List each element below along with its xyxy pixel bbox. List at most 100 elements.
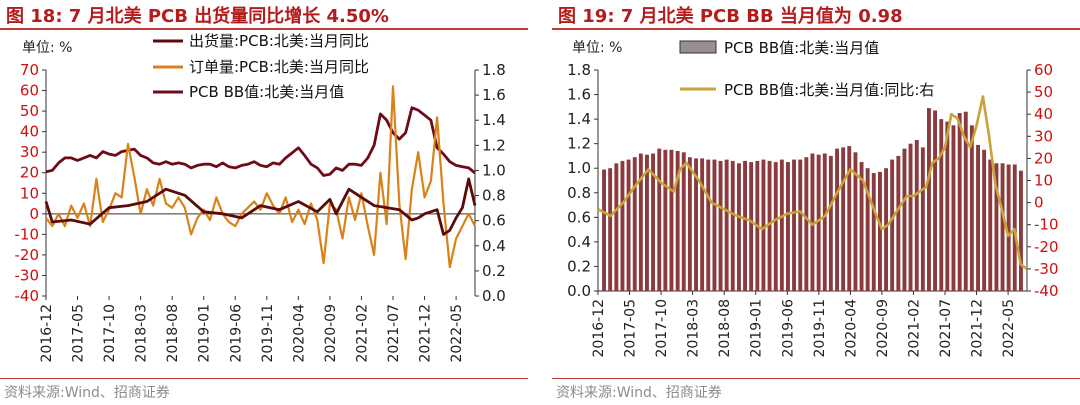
bar xyxy=(792,159,796,291)
y-right-tick-label: -10 xyxy=(1034,216,1059,234)
y-left-tick-label: -30 xyxy=(15,266,40,284)
y-right-tick-label: 0.2 xyxy=(482,262,506,280)
bar xyxy=(982,149,987,291)
bar xyxy=(920,147,925,291)
bar xyxy=(700,158,705,291)
bar xyxy=(969,125,974,292)
bar xyxy=(657,148,662,291)
bar xyxy=(663,149,668,291)
x-tick-label: 2020-09 xyxy=(323,304,339,363)
bar xyxy=(988,159,993,291)
x-tick-label: 2020-09 xyxy=(875,299,891,358)
y-left-tick-label: 1.2 xyxy=(567,135,591,153)
bar xyxy=(718,160,723,291)
bar xyxy=(675,151,680,291)
bar xyxy=(767,160,772,291)
bar xyxy=(822,153,827,291)
legend-label: 订单量:PCB:北美:当月同比 xyxy=(189,58,369,76)
y-right-tick-label: 1.4 xyxy=(482,111,506,129)
source-note: 资料来源:Wind、招商证券 xyxy=(556,385,722,401)
y-left-tick-label: 50 xyxy=(20,102,39,120)
bar xyxy=(963,111,968,291)
chart-panel-19: 图 19: 7 月北美 PCB BB 当月值为 0.98 1.8 1.6 1.4 1.… xyxy=(552,0,1080,405)
bar xyxy=(810,153,815,291)
x-tick-label: 2019-01 xyxy=(749,299,765,358)
bar xyxy=(773,162,778,291)
y-right-tick-label: 10 xyxy=(1034,172,1053,190)
bar xyxy=(669,149,674,291)
bar xyxy=(902,148,907,291)
series-line-1 xyxy=(45,85,476,269)
bar xyxy=(884,168,888,291)
unit-label: 单位: % xyxy=(22,40,72,56)
chart-title: 图 18: 7 月北美 PCB 出货量同比增长 4.50% xyxy=(6,6,389,27)
bar xyxy=(1012,164,1017,291)
bar xyxy=(859,162,864,291)
bar xyxy=(933,110,937,291)
bar xyxy=(626,159,631,291)
x-tick-label: 2021-12 xyxy=(970,299,986,358)
bar xyxy=(681,152,686,291)
x-tick-label: 2019-06 xyxy=(780,299,796,358)
x-tick-label: 2021-02 xyxy=(906,299,922,358)
bar xyxy=(841,147,846,291)
bar xyxy=(620,160,625,291)
y-left-tick-label: 0.4 xyxy=(567,233,591,251)
bar xyxy=(694,158,698,291)
bar xyxy=(798,159,803,291)
legend-label: PCB BB值:北美:当月值 xyxy=(189,83,344,101)
series-line-yoy xyxy=(597,95,1028,270)
x-tick-label: 2018-03 xyxy=(134,304,150,363)
y-left-tick-label: 1.8 xyxy=(567,61,591,79)
bar xyxy=(939,119,944,291)
x-tick-label: 2017-10 xyxy=(102,304,118,363)
y-left-tick-label: 30 xyxy=(20,143,39,161)
bar xyxy=(828,155,833,291)
x-tick-label: 2016-12 xyxy=(39,304,55,363)
y-right-tick-label: 30 xyxy=(1034,127,1053,145)
y-right-tick-label: 0 xyxy=(1034,194,1044,212)
y-left-tick-label: 0.2 xyxy=(567,257,591,275)
y-left-tick-label: -20 xyxy=(15,246,40,264)
bar xyxy=(761,159,766,291)
bar xyxy=(816,154,821,291)
x-tick-label: 2022-05 xyxy=(449,304,465,363)
bar xyxy=(737,163,741,291)
y-right-tick-label: 1.0 xyxy=(482,161,506,179)
y-right-tick-label: 60 xyxy=(1034,61,1053,79)
x-tick-label: 2021-02 xyxy=(354,304,370,363)
bar xyxy=(914,140,919,291)
x-tick-label: 2017-05 xyxy=(623,299,639,358)
bar xyxy=(957,113,962,291)
source-note: 资料来源:Wind、招商证券 xyxy=(4,385,170,401)
bar xyxy=(651,153,655,291)
legend-label: PCB BB值:北美:当月值 xyxy=(724,39,879,57)
bar xyxy=(1000,163,1005,291)
chart-panel-18: 图 18: 7 月北美 PCB 出货量同比增长 4.50% 70 60 50 40 30… xyxy=(0,0,530,405)
y-right-tick-label: 1.8 xyxy=(482,61,506,79)
y-left-tick-label: 1.6 xyxy=(567,86,591,104)
legend-label: PCB BB值:北美:当月值:同比:右 xyxy=(724,81,934,99)
y-left-tick-label: 0.6 xyxy=(567,208,591,226)
x-tick-label: 2021-07 xyxy=(386,304,402,363)
source-divider xyxy=(0,378,528,379)
bar xyxy=(724,159,729,291)
chart-title: 图 19: 7 月北美 PCB BB 当月值为 0.98 xyxy=(558,6,903,27)
y-right-tick-label: 1.2 xyxy=(482,136,506,154)
source-divider xyxy=(552,378,1080,379)
bar xyxy=(632,157,637,291)
bar xyxy=(945,121,950,291)
bar xyxy=(908,143,913,291)
bar xyxy=(835,148,839,291)
x-tick-label: 2019-11 xyxy=(812,299,828,358)
bar xyxy=(890,159,895,291)
bar xyxy=(706,159,711,291)
bar xyxy=(749,162,754,291)
y-left-tick-label: 70 xyxy=(20,61,39,79)
bar xyxy=(994,163,999,291)
x-tick-label: 2018-08 xyxy=(717,299,733,358)
y-right-tick-label: 0.4 xyxy=(482,237,506,255)
unit-label: 单位: % xyxy=(572,40,622,56)
y-left-tick-label: 1.4 xyxy=(567,110,591,128)
bar xyxy=(730,160,735,291)
